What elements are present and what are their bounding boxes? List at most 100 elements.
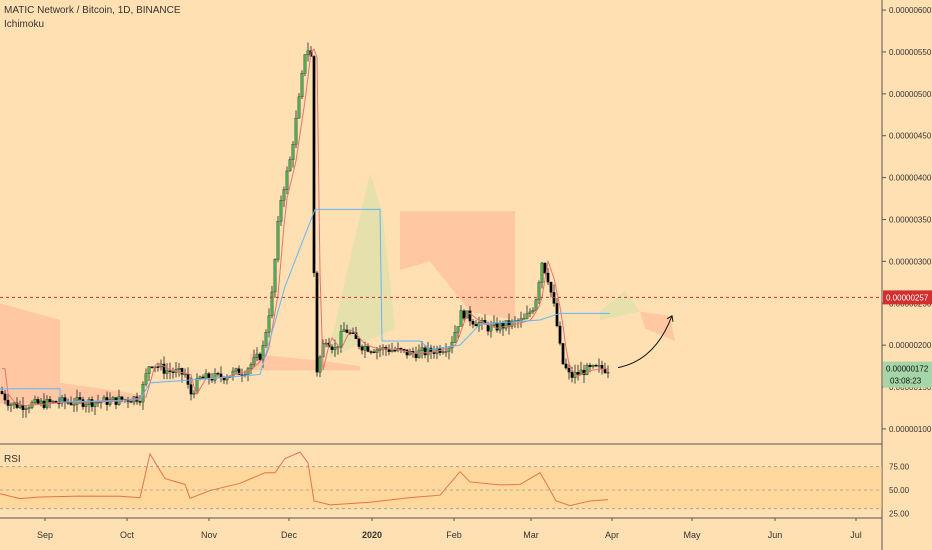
candle bbox=[606, 372, 610, 374]
candle bbox=[39, 400, 43, 404]
candle bbox=[432, 352, 436, 354]
candle bbox=[303, 54, 307, 74]
candle bbox=[135, 396, 139, 402]
candle bbox=[33, 399, 37, 403]
candle bbox=[315, 272, 319, 373]
candle bbox=[36, 399, 40, 404]
candle bbox=[78, 397, 82, 400]
candle bbox=[594, 365, 598, 367]
price-tick-label: 0.00000550 bbox=[889, 48, 932, 57]
candle bbox=[60, 397, 64, 404]
time-tick-label: May bbox=[683, 530, 701, 540]
price-tick-label: 0.00000400 bbox=[889, 174, 932, 183]
candle bbox=[255, 353, 259, 358]
candle bbox=[69, 402, 73, 405]
candle bbox=[204, 373, 208, 379]
candle bbox=[363, 346, 367, 351]
candle bbox=[291, 144, 295, 160]
candle bbox=[198, 376, 202, 379]
candle bbox=[93, 402, 97, 407]
candle bbox=[51, 401, 55, 403]
candle bbox=[471, 320, 475, 325]
candle bbox=[366, 346, 370, 352]
candle bbox=[27, 407, 31, 409]
candle bbox=[177, 368, 181, 370]
price-tick-label: 0.00000600 bbox=[889, 6, 932, 15]
candle bbox=[144, 373, 148, 385]
rsi-tick-label: 25.00 bbox=[889, 509, 910, 518]
candle bbox=[345, 329, 349, 333]
candle bbox=[525, 313, 529, 319]
candle bbox=[474, 324, 478, 327]
candle bbox=[576, 372, 580, 375]
candle bbox=[522, 318, 526, 320]
rsi-tick-label: 75.00 bbox=[889, 463, 910, 472]
candle bbox=[108, 399, 112, 405]
candle bbox=[333, 347, 337, 350]
price-tick-label: 0.00000500 bbox=[889, 90, 932, 99]
candle bbox=[252, 357, 256, 365]
candle bbox=[339, 331, 343, 347]
time-tick-label: Jul bbox=[850, 530, 862, 540]
candle bbox=[186, 373, 190, 385]
candle bbox=[459, 310, 463, 327]
candle bbox=[15, 402, 19, 408]
countdown-label: 03:08:23 bbox=[890, 377, 922, 386]
candle bbox=[447, 347, 451, 352]
candle bbox=[24, 408, 28, 410]
rsi-label: RSI bbox=[4, 454, 21, 465]
candle bbox=[498, 323, 502, 331]
candle bbox=[180, 368, 184, 375]
rsi-line bbox=[0, 451, 609, 507]
candle bbox=[273, 259, 277, 293]
candle bbox=[129, 401, 133, 403]
candle bbox=[405, 349, 409, 356]
candle bbox=[318, 356, 322, 373]
candle bbox=[147, 366, 151, 374]
candle bbox=[213, 373, 217, 381]
candle bbox=[183, 373, 187, 376]
candle bbox=[561, 343, 565, 365]
candle bbox=[6, 399, 10, 406]
candle bbox=[324, 342, 328, 345]
ichimoku-cloud-bear bbox=[400, 211, 515, 321]
candle bbox=[372, 351, 376, 353]
price-tick-label: 0.00000200 bbox=[889, 341, 932, 350]
candle bbox=[591, 365, 595, 367]
candle bbox=[288, 159, 292, 172]
time-tick-label: Dec bbox=[281, 530, 298, 540]
candle bbox=[246, 368, 250, 376]
rsi-band bbox=[0, 466, 882, 509]
candle bbox=[546, 272, 550, 283]
candle bbox=[210, 378, 214, 381]
candle bbox=[378, 349, 382, 351]
forecast-arrow bbox=[617, 315, 673, 369]
candle bbox=[564, 363, 568, 369]
candle bbox=[531, 309, 535, 313]
candle bbox=[351, 332, 355, 334]
candle bbox=[189, 384, 193, 395]
candle bbox=[72, 404, 76, 406]
candle bbox=[75, 397, 79, 405]
candle bbox=[249, 364, 253, 370]
candle bbox=[453, 332, 457, 343]
time-tick-label: Apr bbox=[605, 530, 619, 540]
candle bbox=[399, 348, 403, 350]
candle bbox=[276, 220, 280, 260]
rsi-tick-label: 50.00 bbox=[889, 486, 910, 495]
tenkan-line bbox=[2, 48, 609, 406]
time-tick-label: Sep bbox=[37, 530, 53, 540]
candle bbox=[237, 368, 241, 375]
price-tick-label: 0.00000450 bbox=[889, 132, 932, 141]
candle bbox=[462, 310, 466, 319]
candle bbox=[3, 393, 7, 401]
candle bbox=[588, 365, 592, 367]
candle bbox=[501, 323, 505, 329]
candle bbox=[90, 399, 94, 407]
candle bbox=[417, 350, 421, 359]
candle bbox=[450, 342, 454, 349]
time-tick-label: Nov bbox=[201, 530, 218, 540]
candle bbox=[549, 282, 553, 293]
